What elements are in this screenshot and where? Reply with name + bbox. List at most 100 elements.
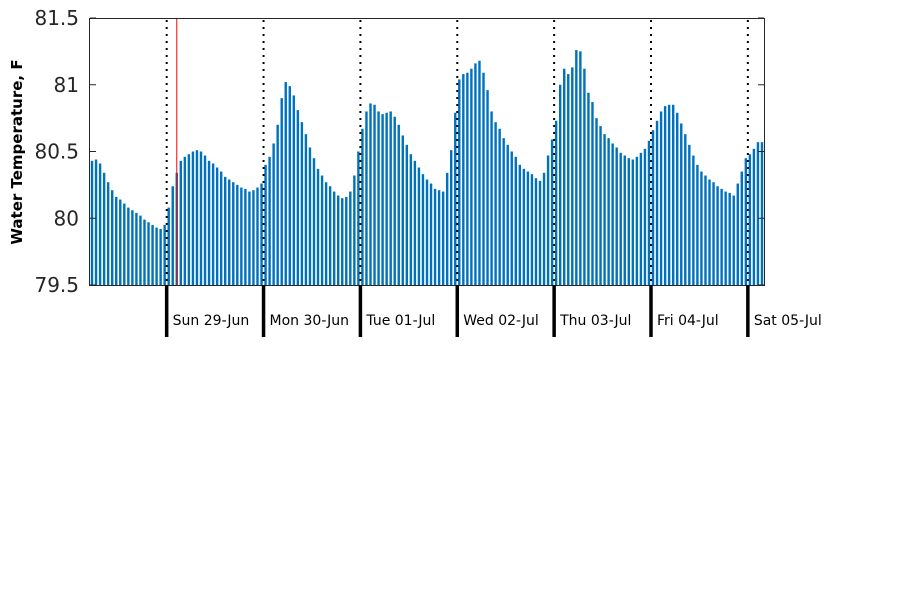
bar	[494, 122, 497, 285]
bar	[522, 168, 526, 285]
bar	[728, 192, 731, 285]
bar	[98, 163, 102, 285]
bar	[324, 182, 328, 285]
bar	[667, 104, 671, 285]
bar	[284, 82, 287, 285]
bar	[688, 144, 691, 285]
bar	[567, 74, 570, 285]
bar	[736, 183, 739, 285]
y-tick-label: 81	[54, 73, 79, 97]
bar	[345, 196, 348, 285]
bar	[421, 174, 425, 285]
bar-series	[90, 50, 764, 286]
day-tick-label: Mon 30-Jun	[270, 313, 350, 329]
bar	[296, 110, 300, 285]
bar	[619, 152, 622, 285]
bar	[433, 188, 437, 285]
bar	[280, 98, 283, 285]
bar	[223, 176, 227, 285]
bar	[135, 212, 138, 285]
bar	[308, 147, 312, 285]
bar	[195, 150, 199, 285]
bar	[526, 171, 530, 285]
bar	[167, 207, 170, 285]
y-tick-label: 81.5	[34, 6, 79, 30]
bar	[437, 190, 441, 285]
bar	[373, 104, 376, 285]
bar	[647, 140, 651, 285]
bar	[441, 191, 445, 285]
bar	[260, 183, 263, 285]
bar	[304, 134, 308, 285]
bar	[341, 198, 344, 285]
bar	[518, 164, 522, 285]
bar	[623, 155, 626, 285]
bar	[704, 175, 707, 285]
bar	[401, 135, 404, 285]
bar	[643, 148, 647, 285]
bar	[724, 191, 727, 285]
bar	[131, 210, 134, 285]
bar	[361, 128, 364, 285]
bar	[393, 116, 396, 285]
bar	[663, 106, 667, 285]
bar	[583, 68, 586, 285]
bar	[752, 148, 756, 285]
bar	[163, 224, 166, 285]
bar	[611, 143, 614, 285]
y-tick-label: 80.5	[34, 140, 79, 164]
bar	[139, 215, 142, 285]
bar	[571, 67, 574, 286]
bar	[143, 219, 146, 285]
bar	[385, 112, 388, 285]
bar	[744, 158, 748, 285]
bar	[292, 95, 296, 286]
bar	[482, 72, 485, 285]
bar	[627, 158, 631, 285]
bar	[179, 160, 183, 285]
bar	[215, 167, 219, 285]
bar	[631, 159, 635, 285]
bar	[474, 63, 477, 285]
bar	[466, 72, 469, 285]
bar	[244, 188, 247, 285]
bar	[680, 123, 683, 285]
bar	[558, 84, 562, 285]
bar	[397, 124, 400, 285]
bar	[417, 167, 421, 285]
day-tick-label: Sun 29-Jun	[173, 313, 250, 329]
bar	[106, 182, 110, 285]
bar	[159, 228, 162, 285]
bar	[207, 160, 211, 285]
bar	[425, 179, 429, 285]
bar	[712, 182, 715, 285]
bar	[502, 138, 505, 285]
bar	[748, 154, 752, 285]
bar	[232, 182, 235, 285]
bar	[599, 126, 602, 285]
bar	[639, 152, 643, 285]
plot-area-frame	[89, 18, 765, 286]
bar	[90, 160, 94, 285]
bar	[228, 179, 231, 285]
bar	[671, 104, 675, 285]
bar	[203, 155, 207, 285]
bar	[498, 128, 501, 285]
bar	[337, 195, 340, 285]
day-tick-label: Sat 05-Jul	[754, 313, 822, 329]
bar	[615, 147, 618, 285]
bar	[676, 112, 679, 285]
bar	[445, 172, 449, 285]
bar	[256, 187, 259, 285]
bar	[300, 122, 304, 285]
y-tick-label: 80	[54, 206, 79, 230]
x-axis-day-markers: Sun 29-Jun Mon 30-Jun Tue 01-Jul Wed 02-Jul…	[164, 285, 822, 337]
bar	[320, 175, 324, 285]
bar	[110, 190, 114, 285]
bar	[171, 186, 174, 285]
bar	[756, 142, 760, 285]
bar	[312, 158, 316, 285]
y-tick-label: 79.5	[34, 273, 79, 297]
y-axis-label: Water Temperature, F	[8, 59, 26, 244]
bar	[534, 178, 538, 285]
